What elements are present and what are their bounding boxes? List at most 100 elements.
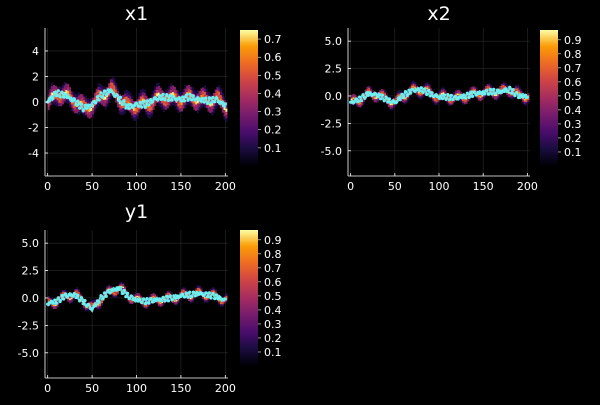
heatmap-cell	[134, 295, 137, 297]
data-point	[182, 295, 187, 299]
heatmap-cell	[122, 283, 125, 286]
heatmap-cell	[161, 301, 164, 304]
heatmap-cell	[140, 93, 143, 97]
data-point	[359, 98, 363, 103]
heatmap-cell	[145, 307, 148, 309]
data-point	[214, 293, 219, 297]
heatmap-cell	[138, 296, 141, 298]
heatmap-cell	[72, 108, 75, 112]
heatmap-cell	[214, 105, 217, 110]
heatmap-cell	[152, 106, 155, 111]
data-point	[209, 296, 213, 300]
heatmap-cell	[175, 304, 178, 306]
heatmap-cell	[51, 82, 54, 86]
heatmap-cell	[193, 90, 196, 94]
heatmap-cell	[124, 286, 127, 289]
heatmap-cell	[70, 104, 73, 108]
heatmap-cell	[189, 89, 192, 94]
heatmap-cell	[83, 308, 86, 310]
heatmap-cell	[104, 96, 107, 100]
heatmap-cell	[191, 90, 194, 94]
heatmap-cell	[84, 98, 88, 102]
heatmap-cell	[195, 107, 198, 112]
x-tick-label: 0	[347, 180, 354, 193]
heatmap-cell	[218, 303, 221, 306]
heatmap-cell	[100, 101, 104, 105]
data-point	[184, 291, 188, 295]
heatmap-cell	[424, 84, 427, 87]
heatmap-cell	[120, 105, 123, 109]
heatmap-cell	[152, 293, 155, 295]
data-point	[361, 93, 365, 97]
heatmap-cell	[168, 291, 171, 293]
heatmap-cell	[371, 98, 374, 101]
heatmap-cell	[136, 109, 139, 113]
heatmap-cell	[77, 108, 80, 112]
heatmap-cell	[124, 288, 127, 290]
heatmap-cell	[361, 101, 364, 104]
heatmap-cell	[86, 309, 89, 312]
heatmap-cell	[382, 91, 385, 93]
heatmap-cell	[205, 297, 208, 299]
heatmap-cell	[488, 82, 491, 85]
heatmap-cell	[122, 95, 125, 99]
heatmap-cell	[116, 292, 120, 295]
heatmap-cell	[138, 294, 141, 297]
heatmap-cell	[115, 293, 118, 296]
heatmap-cell	[451, 95, 454, 98]
heatmap-cell	[204, 105, 207, 109]
heatmap-cell	[127, 294, 130, 297]
heatmap-cell	[188, 299, 191, 302]
heatmap-cell	[70, 298, 73, 301]
heatmap-cell	[184, 88, 187, 92]
heatmap-cell	[401, 92, 404, 94]
heatmap-cell	[453, 100, 456, 103]
heatmap-cell	[173, 86, 176, 91]
heatmap-cell	[81, 100, 84, 105]
heatmap-cell	[54, 92, 57, 96]
data-point	[495, 88, 499, 92]
heatmap-cell	[472, 86, 475, 88]
heatmap-cell	[108, 288, 111, 290]
heatmap-cell	[184, 104, 187, 109]
heatmap-cell	[113, 297, 116, 299]
heatmap-cell	[99, 100, 102, 104]
heatmap-cell	[118, 110, 121, 114]
heatmap-cell	[486, 85, 489, 88]
heatmap-cell	[47, 106, 50, 111]
heatmap-cell	[490, 84, 493, 87]
data-point	[202, 100, 206, 104]
heatmap-cell	[163, 108, 166, 113]
heatmap-cell	[518, 91, 521, 94]
heatmap-cell	[175, 301, 178, 303]
heatmap-cell	[437, 98, 440, 101]
data-point	[145, 297, 149, 301]
heatmap-cell	[132, 107, 136, 111]
heatmap-cell	[221, 92, 224, 97]
heatmap-cell	[488, 84, 491, 87]
heatmap-cell	[523, 98, 526, 101]
colorbar-tick-label: 0.6	[264, 276, 282, 289]
heatmap-cell	[143, 305, 146, 307]
heatmap-cell	[182, 291, 185, 293]
heatmap-cell	[391, 106, 394, 109]
data-point	[56, 296, 60, 300]
data-point	[117, 98, 121, 102]
heatmap-cell	[76, 97, 79, 101]
heatmap-cell	[389, 106, 392, 109]
heatmap-cell	[67, 84, 70, 88]
heatmap-cell	[93, 105, 96, 110]
data-point	[126, 103, 130, 107]
heatmap-cell	[63, 296, 66, 298]
data-point	[168, 294, 172, 298]
heatmap-cell	[419, 97, 422, 100]
data-point	[380, 93, 385, 97]
heatmap-cell	[68, 302, 72, 305]
heatmap-cell	[140, 295, 143, 298]
heatmap-cell	[502, 84, 505, 87]
heatmap-cell	[204, 91, 207, 96]
heatmap-cell	[118, 282, 121, 284]
heatmap-cell	[195, 101, 198, 105]
heatmap-cell	[506, 86, 509, 89]
data-point	[129, 294, 133, 298]
